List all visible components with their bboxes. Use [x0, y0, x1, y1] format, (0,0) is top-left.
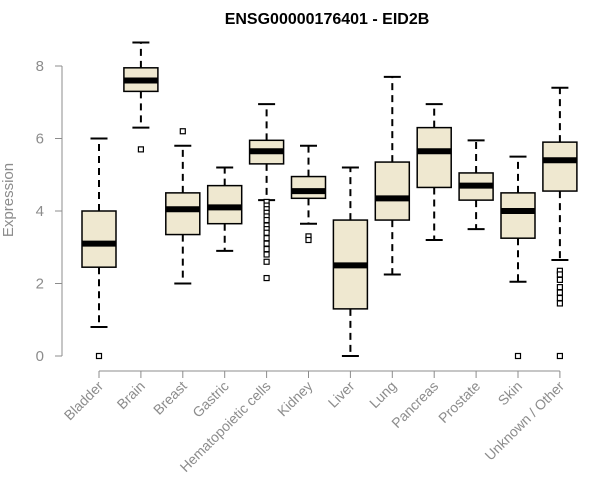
- box-group: [458, 139, 494, 231]
- y-tick-label: 4: [36, 203, 44, 220]
- x-tick-label: Lung: [366, 378, 399, 411]
- iqr-box: [290, 175, 327, 200]
- x-tick-label: Breast: [150, 378, 190, 418]
- outlier-point: [556, 276, 564, 283]
- outlier-point: [263, 274, 270, 282]
- iqr-box: [374, 161, 411, 221]
- x-tick-label: Liver: [325, 378, 358, 411]
- x-tick-label: Bladder: [61, 378, 107, 424]
- x-tick-label: Kidney: [274, 378, 316, 420]
- box-group: [165, 128, 201, 285]
- y-axis-label: Expression: [0, 163, 17, 237]
- box-group: [542, 86, 578, 360]
- box-group: [290, 144, 327, 244]
- box-group: [81, 137, 117, 360]
- iqr-box: [416, 126, 452, 189]
- outlier-point: [556, 284, 564, 291]
- outlier-point: [95, 352, 103, 360]
- outlier-point: [514, 352, 522, 360]
- iqr-box: [81, 210, 117, 268]
- outlier-point: [556, 289, 564, 296]
- outlier-point: [137, 146, 144, 153]
- outlier-point: [263, 235, 270, 242]
- y-tick-label: 2: [36, 276, 44, 293]
- y-axis: 0 2 4 6 8: [36, 58, 63, 365]
- outlier-point: [556, 300, 564, 307]
- box-group: [206, 166, 243, 252]
- box-group: [248, 103, 285, 282]
- y-tick-label: 0: [36, 348, 44, 365]
- iqr-box: [165, 192, 201, 236]
- outlier-point: [556, 352, 564, 360]
- iqr-box: [542, 141, 578, 192]
- x-tick-label: Pancreas: [388, 378, 441, 431]
- outlier-point: [179, 128, 186, 135]
- chart-title: ENSG00000176401 - EID2B: [225, 11, 430, 28]
- x-tick-label: Skin: [495, 378, 526, 409]
- y-tick-label: 6: [36, 131, 44, 148]
- box-group: [374, 75, 411, 276]
- outlier-point: [263, 229, 270, 236]
- x-tick-label: Prostate: [435, 378, 483, 426]
- outlier-point: [305, 236, 312, 244]
- iqr-box: [500, 192, 536, 239]
- outlier-point: [263, 258, 270, 265]
- outlier-point: [263, 245, 270, 253]
- x-tick-label: Brain: [114, 378, 148, 412]
- outlier-point: [263, 216, 270, 224]
- box-group: [332, 166, 369, 357]
- outlier-point: [556, 294, 564, 302]
- x-tick-label: Unknown / Other: [481, 378, 567, 464]
- box-group: [416, 103, 452, 241]
- box-group: [123, 41, 159, 153]
- outlier-point: [556, 271, 564, 278]
- outlier-point: [263, 251, 270, 258]
- plot-area: [81, 41, 578, 360]
- box-group: [500, 155, 536, 360]
- outlier-point: [263, 240, 270, 247]
- y-tick-label: 8: [36, 58, 44, 75]
